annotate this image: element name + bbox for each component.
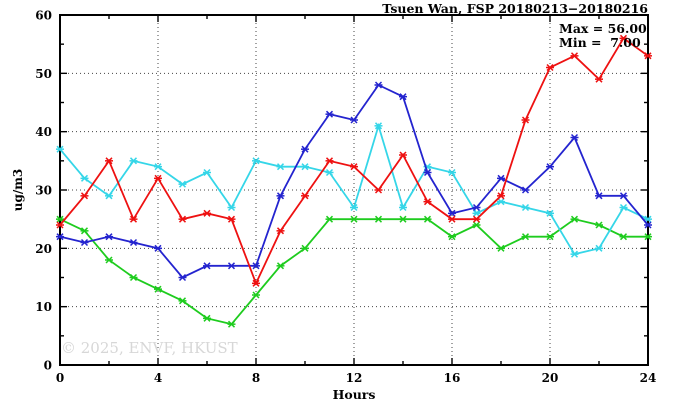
x-tick-label: 24 (640, 371, 657, 385)
max-min-annotation: Max = 56.00 Min = 7.00 (559, 22, 647, 50)
max-value-label: Max = 56.00 (559, 21, 647, 36)
y-tick-label: 50 (35, 67, 52, 81)
y-axis-label: ug/m3 (11, 168, 25, 212)
series-red (56, 34, 652, 287)
y-tick-label: 60 (35, 9, 52, 23)
y-tick-label: 20 (35, 242, 52, 256)
gridlines (60, 15, 648, 365)
y-tick-label: 0 (44, 359, 52, 373)
x-tick-label: 12 (346, 371, 363, 385)
series-markers-green (56, 215, 652, 328)
x-tick-label: 4 (154, 371, 162, 385)
y-tick-label: 30 (35, 184, 52, 198)
series-green (56, 215, 652, 328)
series-blue (56, 81, 652, 282)
y-tick-labels: 0 10 20 30 40 50 60 (35, 9, 52, 373)
series-markers-red (56, 34, 652, 287)
x-tick-label: 8 (252, 371, 260, 385)
x-axis-label: Hours (332, 387, 376, 402)
x-tick-label: 16 (444, 371, 461, 385)
plot-frame (59, 14, 649, 366)
x-tick-labels: 0 4 8 12 16 20 24 (56, 371, 657, 385)
x-tick-label: 20 (542, 371, 559, 385)
x-tick-label: 0 (56, 371, 64, 385)
series-markers-blue (56, 81, 652, 282)
chart-title: Tsuen Wan, FSP 20180213−20180216 (382, 1, 648, 16)
series-markers-cyan (56, 122, 652, 258)
series-cyan (56, 122, 652, 258)
min-value-label: Min = 7.00 (559, 35, 641, 50)
y-tick-label: 10 (35, 300, 52, 314)
y-tick-label: 40 (35, 125, 52, 139)
watermark: © 2025, ENVF, HKUST (61, 339, 238, 357)
